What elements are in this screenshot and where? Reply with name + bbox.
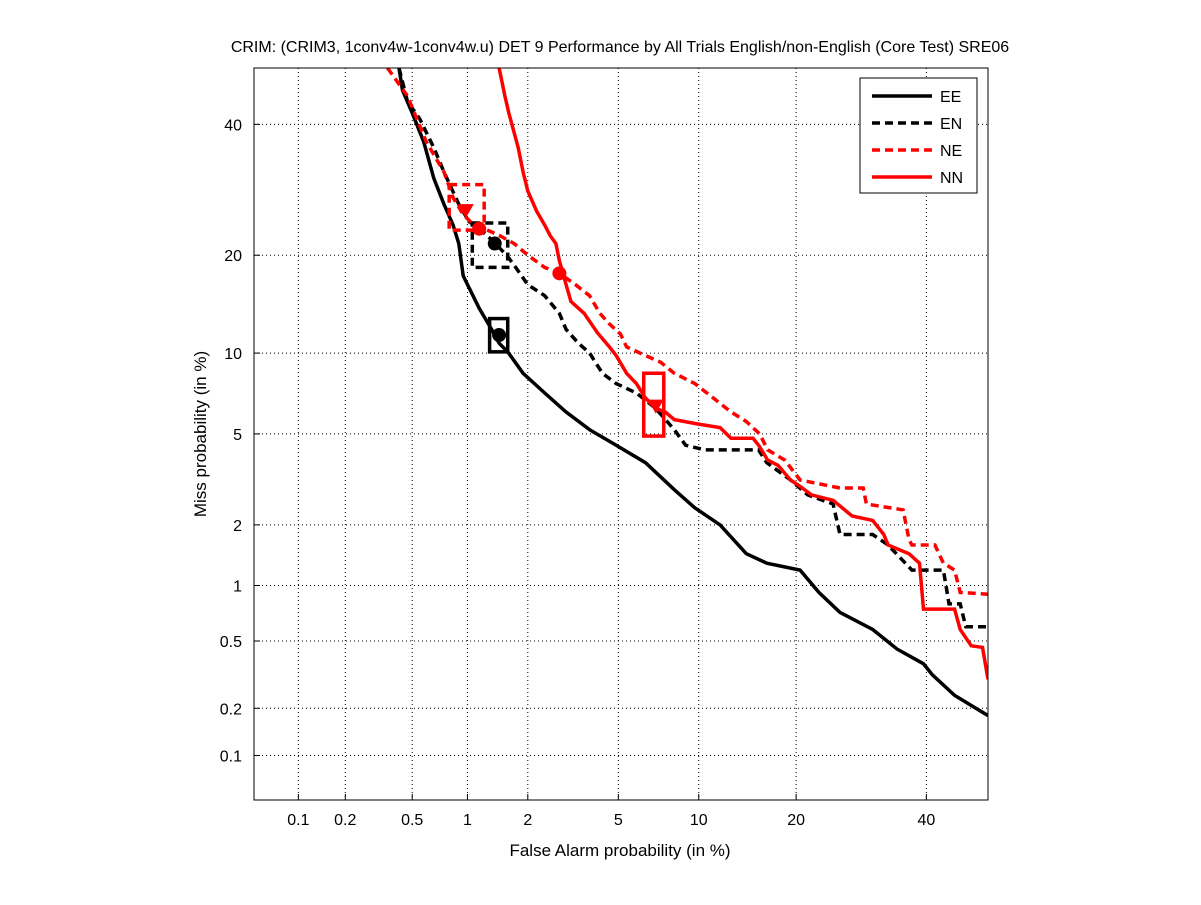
x-tick-label: 5 — [614, 812, 623, 829]
legend: EE EN NE NN — [859, 77, 978, 194]
y-tick-label: 5 — [233, 427, 242, 444]
circle-marker-en — [487, 236, 502, 251]
ticks: 0.1 0.2 0.5 1 2 5 10 20 40 0.1 0.2 0.5 1 2 5 10 20 40 — [220, 117, 936, 829]
x-tick-label: 10 — [690, 812, 708, 829]
curve-ee — [397, 68, 988, 718]
y-tick-label: 2 — [233, 518, 242, 535]
circle-marker-ee — [492, 328, 507, 343]
confidence-box-nn — [641, 371, 666, 438]
circle-marker-nn — [552, 266, 567, 281]
x-tick-label: 20 — [787, 812, 805, 829]
curve-nn — [497, 68, 988, 680]
x-tick-label: 0.1 — [287, 812, 309, 829]
y-tick-label: 10 — [224, 346, 242, 363]
y-tick-label: 40 — [224, 117, 242, 134]
confidence-box-ne — [447, 182, 486, 232]
legend-label-ee: EE — [940, 89, 961, 106]
x-tick-label: 0.5 — [401, 812, 423, 829]
y-tick-label: 1 — [233, 579, 242, 596]
curves — [386, 68, 988, 718]
triangle-marker-ne — [457, 204, 474, 219]
x-tick-label: 0.2 — [334, 812, 356, 829]
x-tick-label: 2 — [523, 812, 532, 829]
x-tick-label: 1 — [463, 812, 472, 829]
x-tick-label: 40 — [917, 812, 935, 829]
confidence-box-en — [470, 221, 510, 270]
y-tick-label: 0.5 — [220, 634, 242, 651]
circle-marker-ne — [472, 221, 487, 236]
legend-label-ne: NE — [940, 143, 962, 160]
triangle-marker-nn — [647, 399, 664, 414]
y-tick-label: 0.1 — [220, 748, 242, 765]
y-tick-label: 0.2 — [220, 701, 242, 718]
confidence-box-ee — [487, 316, 510, 354]
legend-label-en: EN — [940, 116, 962, 133]
y-axis-label: Miss probability (in %) — [191, 351, 210, 517]
chart-title: CRIM: (CRIM3, 1conv4w-1conv4w.u) DET 9 P… — [231, 39, 1009, 56]
legend-label-nn: NN — [940, 170, 963, 187]
x-axis-label: False Alarm probability (in %) — [509, 841, 730, 860]
y-tick-label: 20 — [224, 248, 242, 265]
